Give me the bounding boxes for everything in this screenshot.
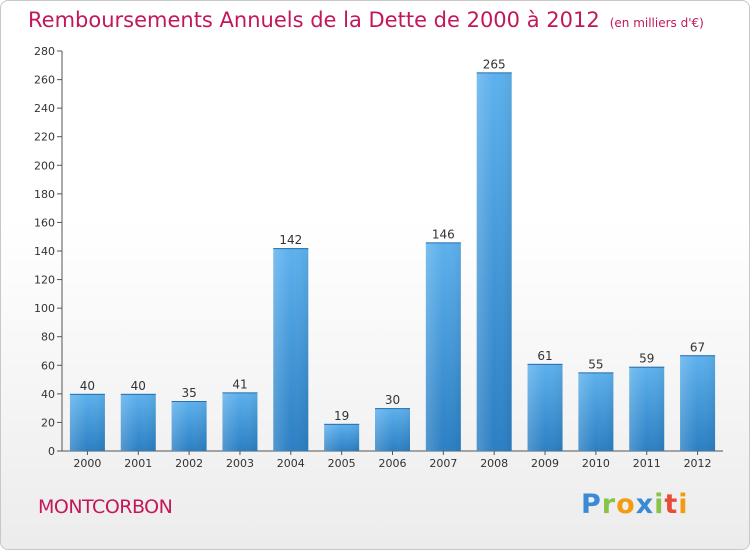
bar-shade bbox=[69, 393, 105, 451]
x-tick-label: 2010 bbox=[582, 457, 610, 470]
y-tick-label: 60 bbox=[41, 359, 55, 372]
chart-bars bbox=[69, 72, 716, 451]
y-tick-label: 140 bbox=[34, 245, 55, 258]
x-tick-label: 2006 bbox=[379, 457, 407, 470]
logo-letter: P bbox=[581, 489, 602, 520]
x-tick-label: 2003 bbox=[226, 457, 254, 470]
logo-letter: o bbox=[616, 489, 636, 520]
bar-value-label: 59 bbox=[639, 352, 654, 366]
bar-shade bbox=[527, 363, 563, 451]
bar-shade bbox=[222, 392, 258, 451]
x-tick-label: 2009 bbox=[531, 457, 559, 470]
y-tick-label: 200 bbox=[34, 159, 55, 172]
bar-value-label: 41 bbox=[232, 377, 247, 391]
chart-title: Remboursements Annuels de la Dette de 20… bbox=[28, 8, 704, 32]
bar-shade bbox=[375, 408, 410, 451]
commune-name: MONTCORBON bbox=[38, 496, 173, 518]
x-tick-label: 2004 bbox=[277, 457, 305, 470]
chart-title-text: Remboursements Annuels de la Dette de 20… bbox=[28, 8, 600, 32]
logo-letter: i bbox=[654, 489, 665, 520]
bar-value-label: 61 bbox=[537, 349, 552, 363]
y-tick-label: 40 bbox=[41, 388, 55, 401]
x-tick-label: 2012 bbox=[684, 457, 712, 470]
y-tick-label: 180 bbox=[34, 188, 55, 201]
bar-shade bbox=[273, 248, 309, 451]
bar-shade bbox=[425, 242, 461, 451]
bar-value-label: 30 bbox=[385, 393, 400, 407]
y-tick-label: 20 bbox=[41, 416, 55, 429]
bar-value-label: 40 bbox=[80, 379, 95, 393]
x-tick-label: 2005 bbox=[328, 457, 356, 470]
bar-value-label: 19 bbox=[334, 409, 349, 423]
bar-value-label: 265 bbox=[483, 57, 506, 71]
x-tick-label: 2011 bbox=[633, 457, 661, 470]
y-tick-label: 260 bbox=[34, 74, 55, 87]
logo-letter: r bbox=[601, 489, 617, 520]
bar-shade bbox=[324, 423, 360, 451]
bar-value-label: 67 bbox=[690, 340, 705, 354]
logo-letter: i bbox=[678, 489, 689, 520]
y-tick-label: 120 bbox=[34, 274, 55, 287]
bar-shade bbox=[680, 355, 716, 451]
bar-shade bbox=[120, 393, 156, 451]
bar-value-label: 40 bbox=[131, 379, 146, 393]
bar-shade bbox=[578, 372, 614, 451]
chart-unit: (en milliers d'€) bbox=[609, 16, 704, 30]
x-tick-label: 2001 bbox=[124, 457, 152, 470]
bar-value-label: 142 bbox=[279, 233, 302, 247]
logo-letter: t bbox=[664, 489, 679, 520]
y-tick-label: 240 bbox=[34, 102, 55, 115]
bar-value-label: 55 bbox=[588, 357, 603, 371]
bar-shade bbox=[171, 401, 207, 451]
y-tick-label: 160 bbox=[34, 216, 55, 229]
y-tick-label: 100 bbox=[34, 302, 55, 315]
chart-labels: 40 2000 40 2001 35 2002 41 2003 142 2004 19 2005 30 2… bbox=[73, 57, 711, 470]
bar-shade bbox=[476, 72, 512, 451]
x-tick-label: 2000 bbox=[73, 457, 101, 470]
x-tick-label: 2008 bbox=[480, 457, 508, 470]
x-tick-label: 2007 bbox=[429, 457, 457, 470]
logo-letter: x bbox=[635, 489, 655, 520]
y-tick-label: 220 bbox=[34, 131, 55, 144]
y-tick-label: 280 bbox=[34, 45, 55, 58]
x-tick-label: 2002 bbox=[175, 457, 203, 470]
y-tick-label: 80 bbox=[41, 331, 55, 344]
bar-value-label: 35 bbox=[181, 386, 196, 400]
y-tick-label: 0 bbox=[48, 445, 55, 458]
bar-shade bbox=[629, 366, 665, 451]
proxiti-logo: Proxiti bbox=[581, 489, 689, 520]
bar-value-label: 146 bbox=[432, 227, 455, 241]
chart-axes: 0 20 40 60 80 100 120 140 160 180 200 220 240 260 280 bbox=[34, 45, 723, 458]
